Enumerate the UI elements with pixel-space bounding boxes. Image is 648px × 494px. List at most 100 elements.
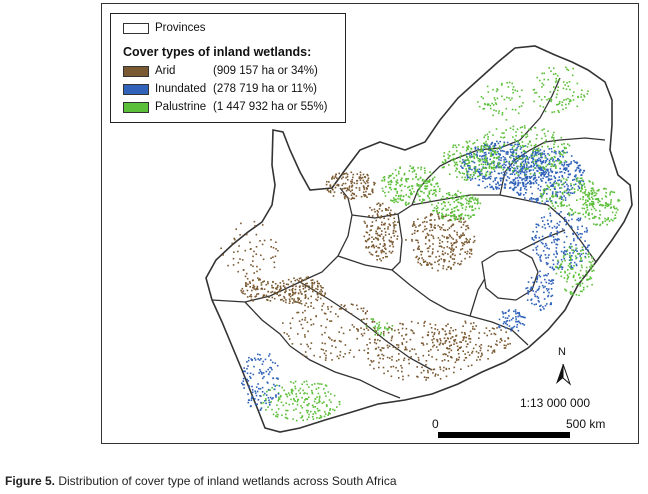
wetland-point — [517, 145, 520, 148]
wetland-point — [590, 190, 592, 192]
wetland-point — [535, 237, 537, 239]
wetland-point — [477, 157, 479, 160]
wetland-point — [265, 399, 267, 402]
wetland-point — [511, 188, 514, 191]
wetland-point — [267, 397, 270, 399]
wetland-point — [431, 356, 433, 358]
wetland-point — [297, 399, 299, 401]
wetland-point — [325, 357, 327, 359]
wetland-point — [386, 329, 389, 331]
wetland-point — [367, 193, 370, 195]
wetland-point — [447, 201, 450, 204]
wetland-point — [458, 170, 460, 173]
wetland-point — [490, 346, 492, 348]
wetland-point — [502, 312, 505, 315]
wetland-point — [402, 378, 404, 381]
wetland-point — [518, 142, 521, 145]
wetland-point — [494, 143, 496, 145]
wetland-point — [427, 376, 430, 379]
wetland-point — [305, 409, 308, 412]
wetland-point — [465, 345, 468, 348]
wetland-point — [257, 383, 259, 385]
wetland-point — [505, 119, 508, 121]
wetland-point — [552, 282, 554, 284]
wetland-point — [275, 411, 278, 414]
wetland-point — [338, 331, 340, 333]
wetland-point — [559, 263, 562, 266]
wetland-point — [437, 250, 439, 253]
wetland-point — [542, 286, 545, 289]
wetland-point — [380, 251, 383, 254]
wetland-point — [554, 141, 556, 143]
wetland-point — [581, 187, 583, 190]
wetland-point — [555, 227, 558, 229]
wetland-point — [383, 251, 385, 253]
wetland-point — [258, 279, 260, 281]
wetland-point — [536, 151, 539, 154]
wetland-point — [454, 261, 456, 264]
wetland-point — [512, 128, 514, 131]
wetland-point — [505, 320, 508, 323]
wetland-point — [434, 328, 436, 330]
wetland-point — [508, 167, 511, 170]
wetland-point — [479, 172, 481, 175]
wetland-point — [513, 182, 515, 185]
wetland-point — [314, 412, 317, 415]
wetland-point — [561, 143, 563, 146]
wetland-point — [587, 253, 589, 256]
wetland-point — [379, 217, 381, 219]
wetland-point — [382, 366, 385, 369]
wetland-point — [451, 210, 454, 213]
wetland-point — [305, 276, 308, 279]
wetland-point — [363, 349, 366, 352]
wetland-point — [260, 372, 263, 374]
wetland-point — [342, 176, 344, 178]
wetland-point — [283, 389, 285, 392]
wetland-point — [330, 401, 332, 403]
wetland-point — [442, 265, 445, 267]
wetland-point — [461, 195, 463, 197]
wetland-point — [450, 344, 452, 346]
wetland-point — [555, 172, 557, 174]
wetland-point — [390, 236, 392, 239]
wetland-point — [456, 150, 458, 152]
wetland-point — [588, 218, 591, 220]
wetland-point — [302, 354, 305, 356]
wetland-point — [289, 295, 292, 298]
wetland-point — [470, 160, 473, 163]
wetland-point — [481, 155, 484, 157]
wetland-point — [551, 266, 554, 269]
wetland-point — [564, 167, 567, 170]
wetland-point — [546, 158, 549, 160]
wetland-point — [430, 223, 433, 226]
wetland-point — [543, 173, 545, 176]
wetland-point — [377, 226, 379, 228]
wetland-point — [384, 326, 386, 328]
wetland-point — [453, 340, 456, 343]
wetland-point — [298, 298, 301, 300]
wetland-point — [535, 138, 538, 140]
wetland-point — [582, 198, 584, 201]
wetland-point — [304, 334, 306, 336]
wetland-point — [395, 230, 397, 233]
wetland-point — [523, 155, 526, 158]
wetland-point — [557, 261, 560, 263]
wetland-point — [422, 354, 425, 357]
wetland-point — [486, 85, 489, 88]
wetland-point — [318, 395, 321, 398]
wetland-point — [301, 318, 304, 321]
wetland-point — [424, 169, 426, 172]
wetland-point — [222, 254, 224, 256]
wetland-point — [401, 342, 403, 344]
wetland-point — [402, 323, 404, 326]
wetland-point — [291, 392, 294, 395]
wetland-point — [544, 157, 547, 159]
wetland-point — [575, 257, 577, 260]
wetland-point — [384, 327, 386, 330]
wetland-point — [265, 409, 267, 411]
wetland-point — [441, 161, 444, 163]
wetland-point — [556, 233, 558, 236]
wetland-point — [560, 161, 563, 163]
wetland-point — [488, 163, 490, 165]
wetland-point — [374, 236, 377, 239]
